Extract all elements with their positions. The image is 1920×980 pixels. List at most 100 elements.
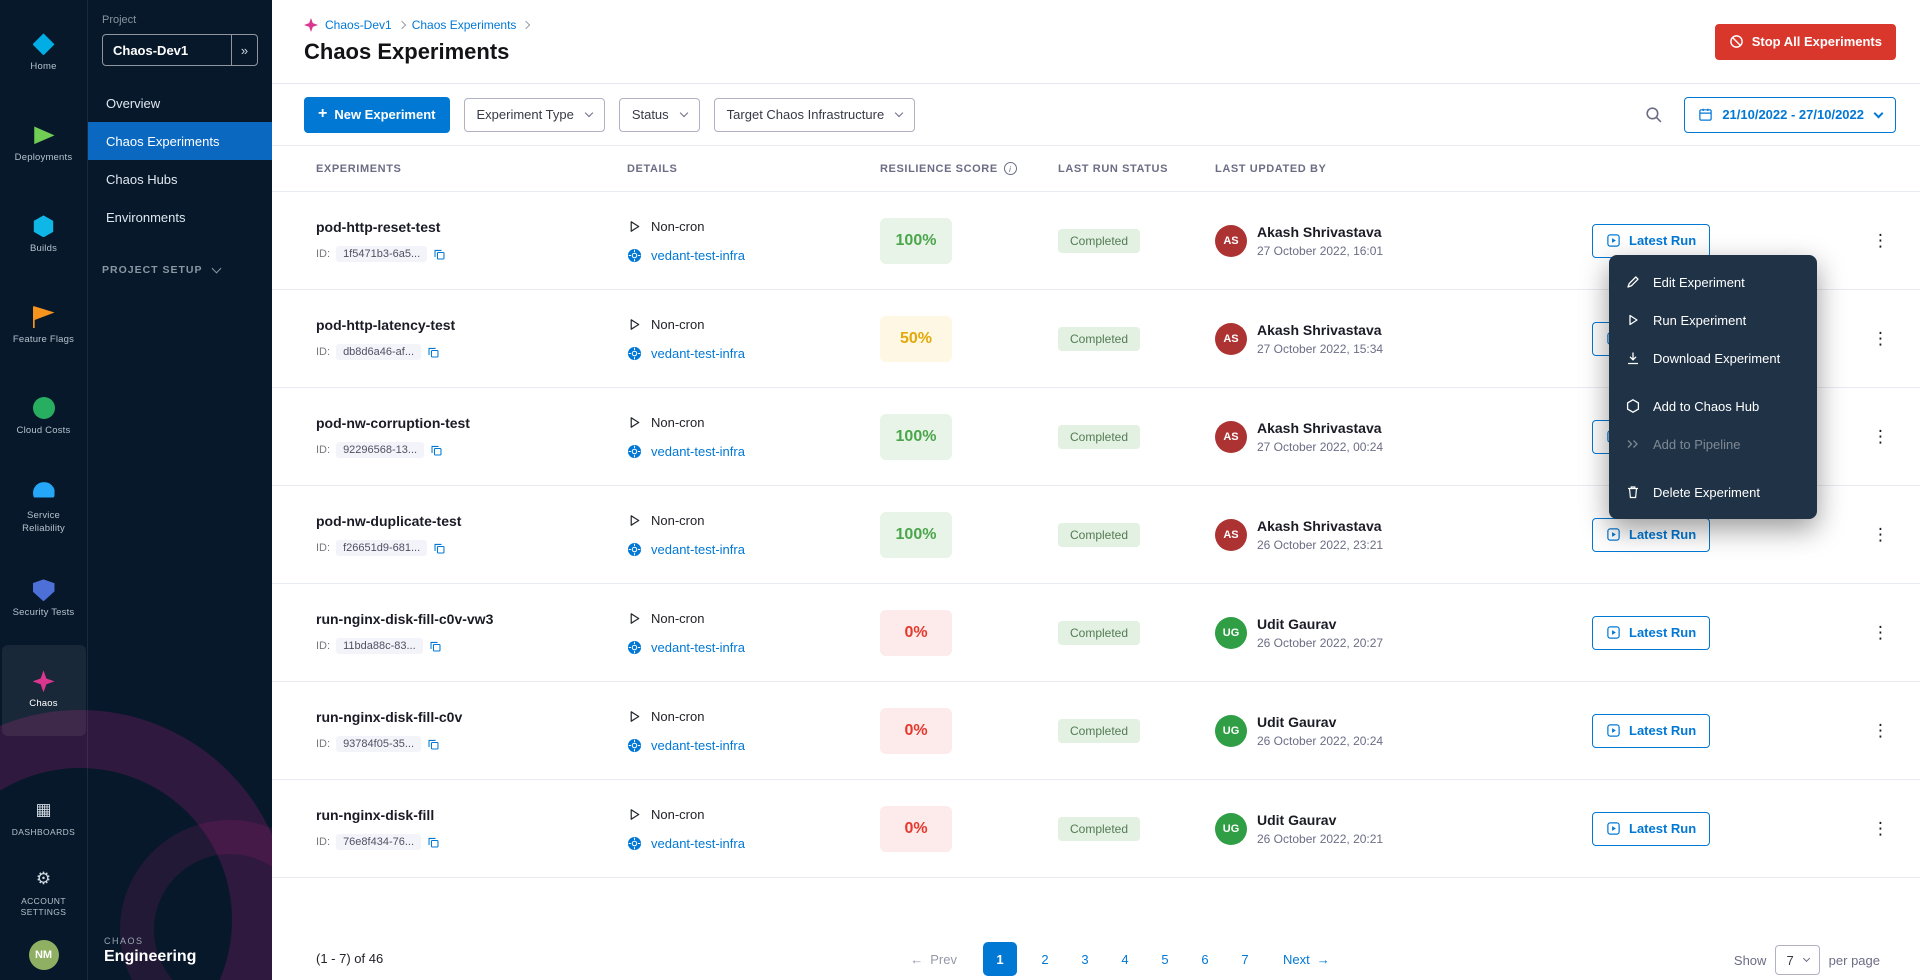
experiment-name[interactable]: pod-http-latency-test	[316, 317, 627, 333]
updated-by-cell: AS Akash Shrivastava 27 October 2022, 15…	[1215, 322, 1592, 356]
rail-item-home[interactable]: Home	[2, 8, 86, 99]
breadcrumb-project-link[interactable]: Chaos-Dev1	[325, 18, 392, 32]
copy-id-icon[interactable]	[433, 542, 446, 555]
sidebar-item-environments[interactable]: Environments	[88, 198, 272, 236]
row-menu-button[interactable]: ⋮	[1866, 622, 1895, 643]
row-menu-button[interactable]: ⋮	[1866, 720, 1895, 741]
next-page-button[interactable]: Next →	[1283, 952, 1330, 967]
page-button-3[interactable]: 3	[1073, 942, 1097, 976]
details-cell: Non-cron vedant-test-infra	[627, 317, 880, 361]
infrastructure-link[interactable]: vedant-test-infra	[651, 836, 745, 851]
latest-run-button[interactable]: Latest Run	[1592, 518, 1710, 552]
page-button-2[interactable]: 2	[1033, 942, 1057, 976]
row-menu-button[interactable]: ⋮	[1866, 524, 1895, 545]
copy-id-icon[interactable]	[429, 640, 442, 653]
infrastructure-link[interactable]: vedant-test-infra	[651, 444, 745, 459]
rail-item-security-tests[interactable]: Security Tests	[2, 554, 86, 645]
user-avatar-rail[interactable]: NM	[29, 940, 59, 970]
infrastructure-link[interactable]: vedant-test-infra	[651, 640, 745, 655]
updated-by-cell: AS Akash Shrivastava 27 October 2022, 00…	[1215, 420, 1592, 454]
project-selector[interactable]: Chaos-Dev1 »	[102, 34, 258, 66]
chaos-icon	[33, 670, 55, 692]
chevron-down-icon	[1874, 108, 1884, 118]
latest-run-button[interactable]: Latest Run	[1592, 616, 1710, 650]
rail-item-dashboards[interactable]: ▦ DASHBOARDS	[2, 782, 86, 856]
experiment-name[interactable]: pod-http-reset-test	[316, 219, 627, 235]
page-button-5[interactable]: 5	[1153, 942, 1177, 976]
row-menu-button[interactable]: ⋮	[1866, 328, 1895, 349]
expand-sidebar-icon[interactable]: »	[231, 35, 257, 65]
rail-item-chaos[interactable]: Chaos	[2, 645, 86, 736]
experiment-id: f26651d9-681...	[336, 540, 427, 556]
project-setup-toggle[interactable]: PROJECT SETUP	[102, 264, 258, 276]
row-menu-button[interactable]: ⋮	[1866, 230, 1895, 251]
sidebar-item-overview[interactable]: Overview	[88, 84, 272, 122]
menu-item-delete-experiment[interactable]: Delete Experiment	[1609, 473, 1817, 511]
infrastructure-link[interactable]: vedant-test-infra	[651, 346, 745, 361]
action-cell: Latest Run	[1592, 714, 1842, 748]
status-badge: Completed	[1058, 719, 1140, 743]
rail-item-account-settings[interactable]: ⚙ ACCOUNT SETTINGS	[2, 856, 86, 930]
page-size-select[interactable]: 7	[1775, 945, 1819, 975]
copy-id-icon[interactable]	[430, 444, 443, 457]
rail-item-cloud-costs[interactable]: Cloud Costs	[2, 372, 86, 463]
status-badge: Completed	[1058, 621, 1140, 645]
info-icon[interactable]: i	[1004, 162, 1017, 175]
search-button[interactable]	[1636, 98, 1670, 132]
row-menu-button[interactable]: ⋮	[1866, 426, 1895, 447]
details-cell: Non-cron vedant-test-infra	[627, 807, 880, 851]
per-page-label: per page	[1829, 953, 1880, 968]
infrastructure-line: vedant-test-infra	[627, 542, 880, 557]
rail-item-feature-flags[interactable]: Feature Flags	[2, 281, 86, 372]
rail-item-service-reliability[interactable]: Service Reliability	[2, 463, 86, 554]
filter-label: Target Chaos Infrastructure	[727, 107, 885, 122]
user-avatar: UG	[1215, 813, 1247, 845]
infrastructure-line: vedant-test-infra	[627, 836, 880, 851]
latest-run-button[interactable]: Latest Run	[1592, 714, 1710, 748]
menu-item-add-to-chaos-hub[interactable]: Add to Chaos Hub	[1609, 387, 1817, 425]
row-menu-button[interactable]: ⋮	[1866, 818, 1895, 839]
sidebar-item-chaos-experiments[interactable]: Chaos Experiments	[88, 122, 272, 160]
latest-run-icon	[1606, 723, 1621, 738]
module-nav-rail: Home Deployments Builds Feature Flags Cl…	[0, 0, 88, 980]
copy-id-icon[interactable]	[427, 346, 440, 359]
action-cell: Latest Run	[1592, 518, 1842, 552]
latest-run-button[interactable]: Latest Run	[1592, 812, 1710, 846]
infrastructure-link[interactable]: vedant-test-infra	[651, 248, 745, 263]
rail-item-deployments[interactable]: Deployments	[2, 99, 86, 190]
infrastructure-icon	[627, 738, 642, 753]
copy-id-icon[interactable]	[427, 738, 440, 751]
experiment-name[interactable]: pod-nw-duplicate-test	[316, 513, 627, 529]
experiment-name[interactable]: run-nginx-disk-fill	[316, 807, 627, 823]
page-button-7[interactable]: 7	[1233, 942, 1257, 976]
page-button-1[interactable]: 1	[983, 942, 1017, 976]
infrastructure-link[interactable]: vedant-test-infra	[651, 542, 745, 557]
latest-run-button[interactable]: Latest Run	[1592, 224, 1710, 258]
new-experiment-button[interactable]: + New Experiment	[304, 97, 450, 133]
copy-id-icon[interactable]	[433, 248, 446, 261]
page-button-6[interactable]: 6	[1193, 942, 1217, 976]
user-meta: Udit Gaurav 26 October 2022, 20:27	[1257, 616, 1383, 650]
menu-item-download-experiment[interactable]: Download Experiment	[1609, 339, 1817, 377]
status-filter[interactable]: Status	[619, 98, 700, 132]
updated-by-name: Akash Shrivastava	[1257, 420, 1383, 436]
prev-page-button[interactable]: ← Prev	[910, 952, 957, 967]
menu-item-edit-experiment[interactable]: Edit Experiment	[1609, 263, 1817, 301]
rail-item-builds[interactable]: Builds	[2, 190, 86, 281]
experiment-type-filter[interactable]: Experiment Type	[464, 98, 605, 132]
infrastructure-link[interactable]: vedant-test-infra	[651, 738, 745, 753]
experiment-name[interactable]: pod-nw-corruption-test	[316, 415, 627, 431]
stop-all-label: Stop All Experiments	[1752, 34, 1882, 49]
date-range-picker[interactable]: 21/10/2022 - 27/10/2022	[1684, 97, 1896, 133]
experiment-name[interactable]: run-nginx-disk-fill-c0v-vw3	[316, 611, 627, 627]
page-button-4[interactable]: 4	[1113, 942, 1137, 976]
stop-all-experiments-button[interactable]: Stop All Experiments	[1715, 24, 1896, 60]
updated-by-name: Udit Gaurav	[1257, 616, 1383, 632]
menu-item-run-experiment[interactable]: Run Experiment	[1609, 301, 1817, 339]
updated-at: 26 October 2022, 20:27	[1257, 636, 1383, 650]
experiment-name[interactable]: run-nginx-disk-fill-c0v	[316, 709, 627, 725]
copy-id-icon[interactable]	[427, 836, 440, 849]
sidebar-item-chaos-hubs[interactable]: Chaos Hubs	[88, 160, 272, 198]
breadcrumb-experiments-link[interactable]: Chaos Experiments	[412, 18, 517, 32]
target-infrastructure-filter[interactable]: Target Chaos Infrastructure	[714, 98, 916, 132]
